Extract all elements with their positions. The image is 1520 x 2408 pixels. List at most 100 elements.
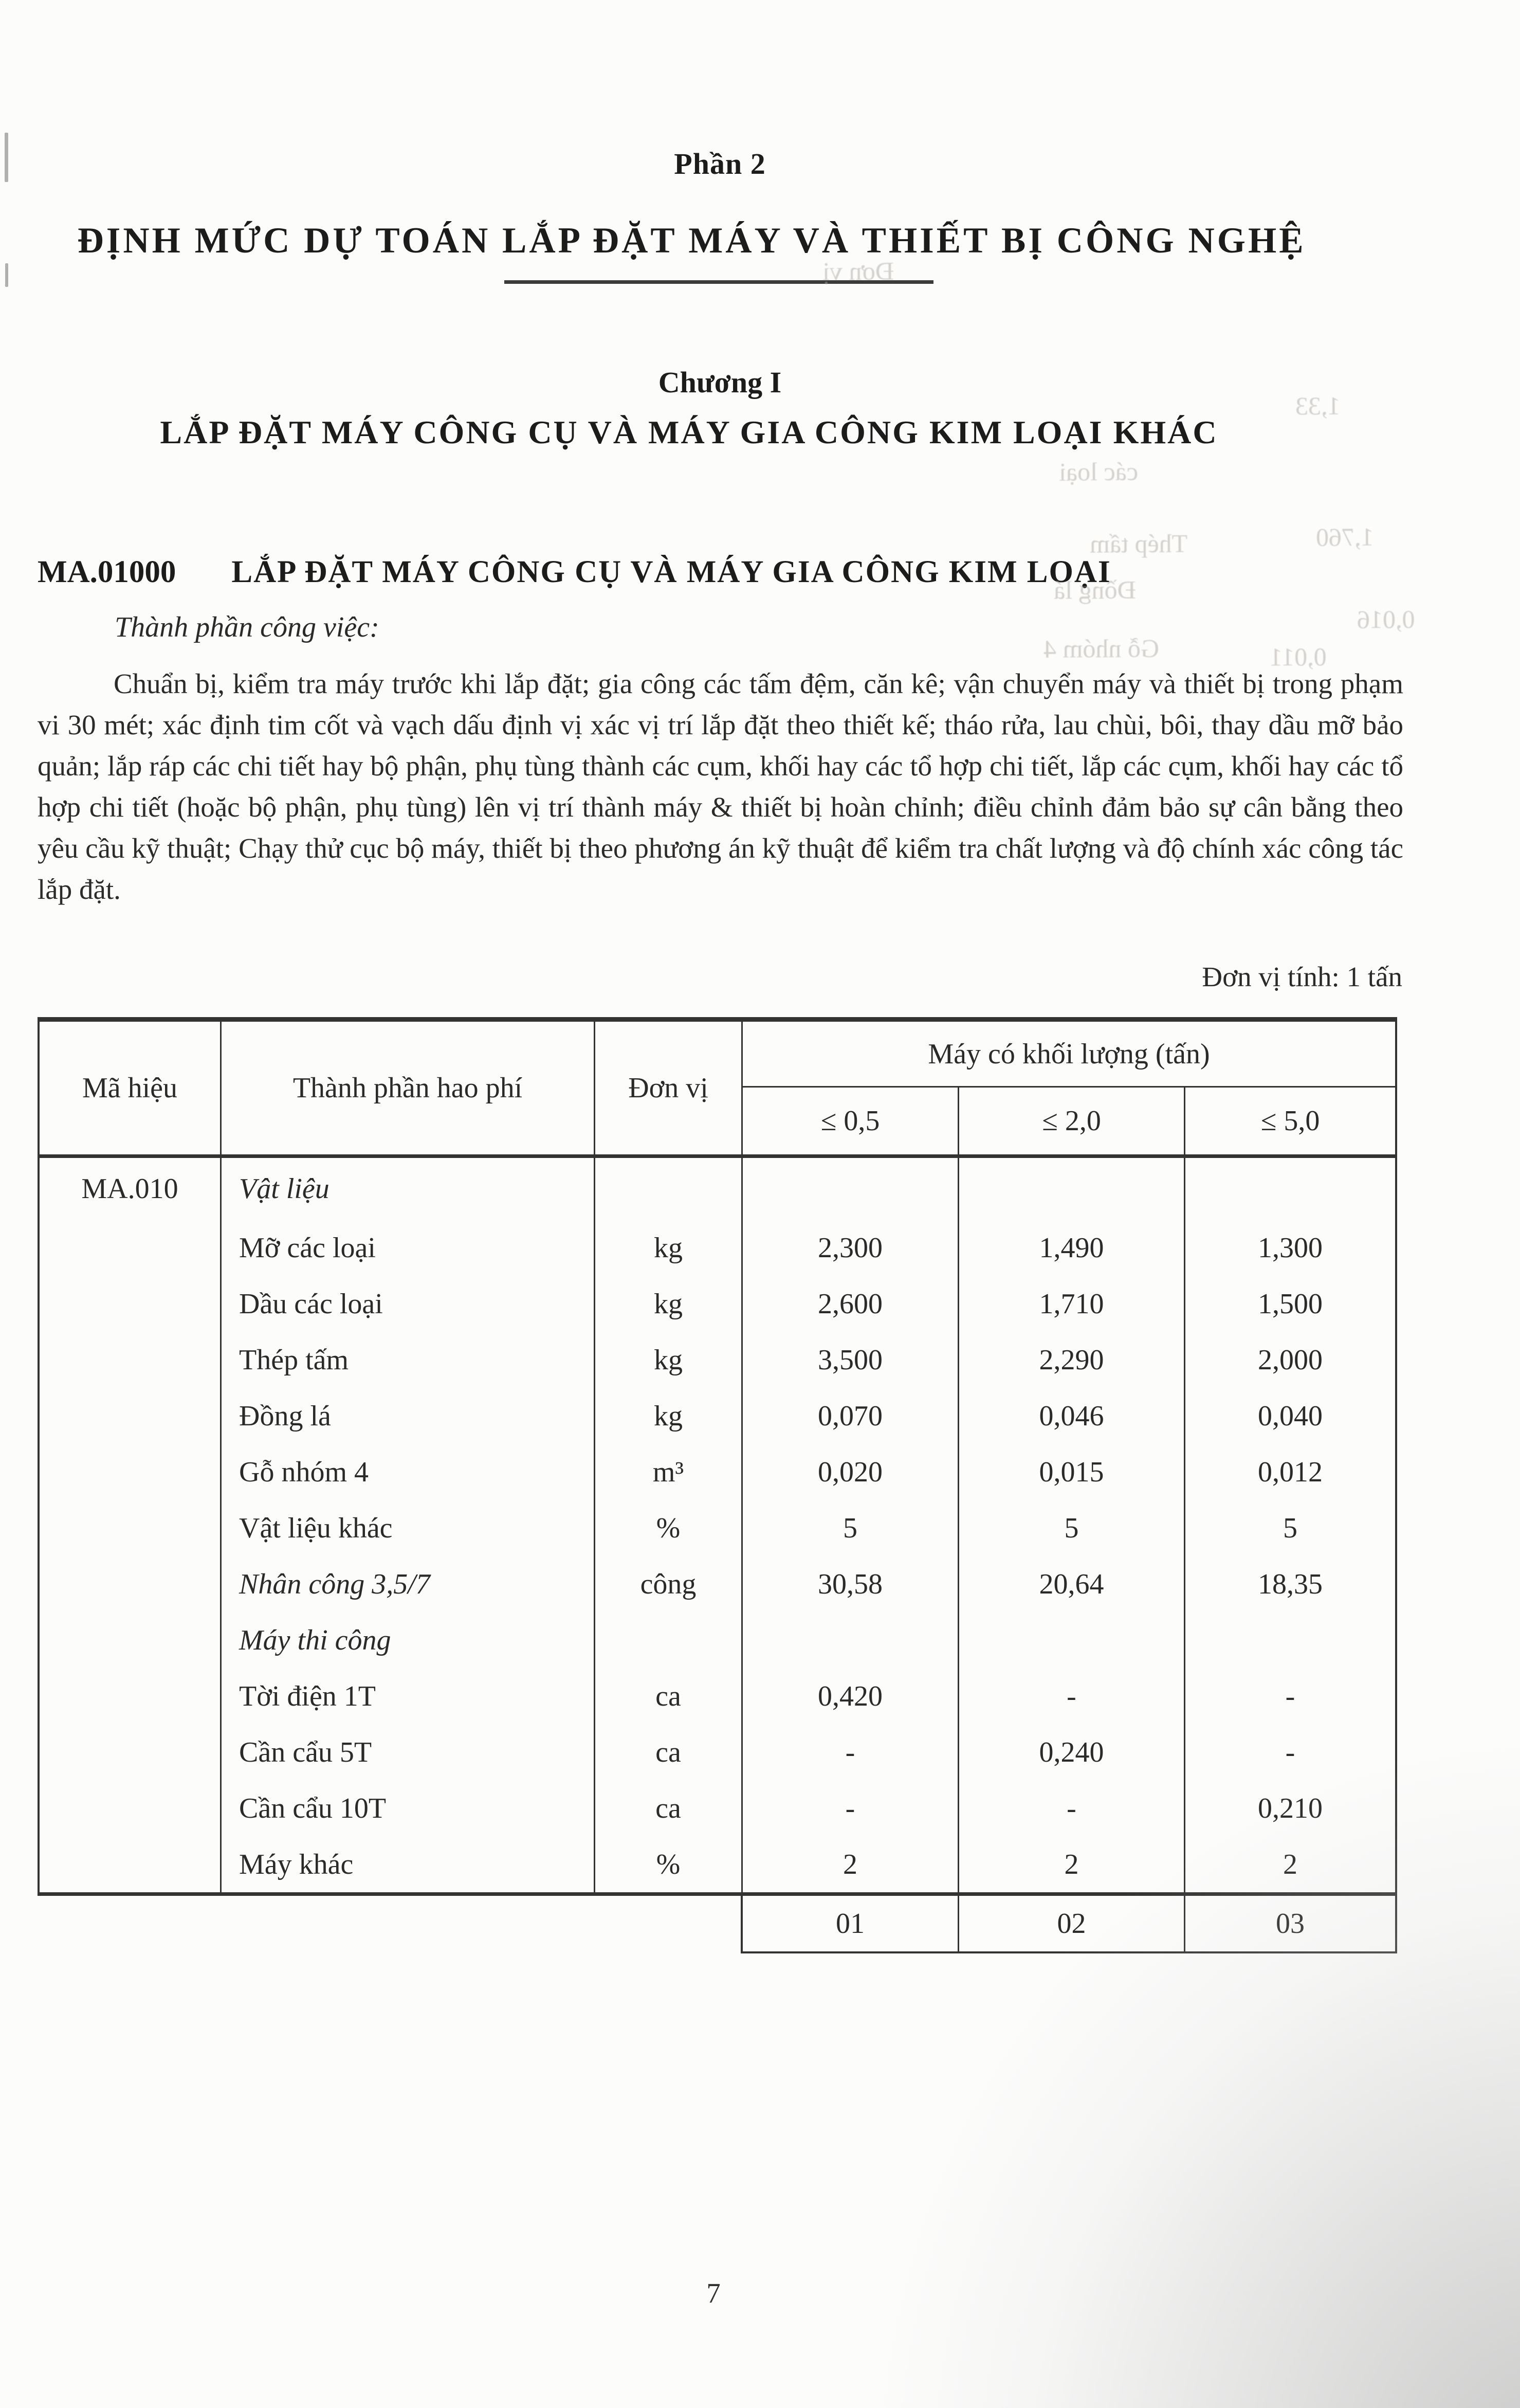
row-value-2-0: 20,64 xyxy=(959,1556,1185,1612)
row-label: Vật liệu xyxy=(222,1158,595,1220)
part-label: Phần 2 xyxy=(674,147,766,180)
row-value-0-5: - xyxy=(743,1724,959,1780)
row-label: Máy khác xyxy=(222,1836,595,1892)
row-unit: kg xyxy=(595,1388,743,1444)
row-value-0-5: 3,500 xyxy=(743,1332,959,1388)
row-unit: ca xyxy=(595,1668,743,1724)
row-value-5-0: - xyxy=(1285,1736,1295,1768)
row-value-5-0 xyxy=(1185,1158,1395,1220)
unit-note: Đơn vị tính: 1 tấn xyxy=(1202,961,1402,992)
row-unit: m³ xyxy=(595,1444,743,1500)
header-col-0-5: ≤ 0,5 xyxy=(743,1088,959,1154)
row-value-0-5: 0,070 xyxy=(743,1388,959,1444)
row-code xyxy=(40,1388,222,1444)
row-value-2-0: 1,490 xyxy=(959,1220,1185,1276)
row-code: MA.010 xyxy=(40,1158,222,1220)
work-scope-label: Thành phần công việc: xyxy=(115,611,379,643)
row-code xyxy=(40,1220,222,1276)
row-value-2-0: 0,015 xyxy=(959,1444,1185,1500)
table-header: Mã hiệu Thành phần hao phí Đơn vị Máy có… xyxy=(40,1022,1395,1158)
scan-edge-mark xyxy=(5,133,8,182)
row-value-2-0: 5 xyxy=(959,1500,1185,1556)
row-value-0-5: 0,020 xyxy=(743,1444,959,1500)
row-value-0-5: 30,58 xyxy=(743,1556,959,1612)
row-value-0-5: 2,600 xyxy=(743,1276,959,1332)
row-value-2-0: 2,290 xyxy=(959,1332,1185,1388)
footer-code-03: 03 xyxy=(1276,1908,1305,1940)
row-unit: % xyxy=(595,1836,743,1892)
row-label: Thép tấm xyxy=(222,1332,595,1388)
row-label: Nhân công 3,5/7 xyxy=(222,1556,595,1612)
row-value-0-5: 5 xyxy=(743,1500,959,1556)
page-content: Phần 2 ĐỊNH MỨC DỰ TOÁN LẮP ĐẶT MÁY VÀ T… xyxy=(38,0,1403,2408)
row-value-5-0: 0,012 xyxy=(1258,1456,1323,1488)
section-heading: MA.01000 LẮP ĐẶT MÁY CÔNG CỤ VÀ MÁY GIA … xyxy=(38,554,1111,590)
row-value-5-0 xyxy=(1185,1612,1395,1668)
row-label: Cần cẩu 10T xyxy=(222,1780,595,1836)
row-value-5-0: 0,040 xyxy=(1258,1400,1323,1432)
row-code xyxy=(40,1780,222,1836)
row-code xyxy=(40,1276,222,1332)
row-label: Cần cẩu 5T xyxy=(222,1724,595,1780)
row-code xyxy=(40,1556,222,1612)
row-value-5-0: 2,000 xyxy=(1258,1344,1323,1376)
row-label: Dầu các loại xyxy=(222,1276,595,1332)
row-value-5-0: 2 xyxy=(1283,1848,1297,1880)
row-value-2-0 xyxy=(959,1158,1185,1220)
row-code xyxy=(40,1444,222,1500)
scan-edge-mark xyxy=(5,263,8,287)
title-underline-rule xyxy=(504,280,933,284)
chapter-title: LẮP ĐẶT MÁY CÔNG CỤ VÀ MÁY GIA CÔNG KIM … xyxy=(160,414,1218,450)
row-code xyxy=(40,1836,222,1892)
header-unit: Đơn vị xyxy=(595,1022,743,1154)
work-scope-paragraph: Chuẩn bị, kiểm tra máy trước khi lắp đặt… xyxy=(38,668,1403,905)
header-component: Thành phần hao phí xyxy=(222,1022,595,1154)
header-code: Mã hiệu xyxy=(40,1022,222,1154)
row-value-2-0: - xyxy=(959,1668,1185,1724)
row-value-5-0: 0,210 xyxy=(1258,1792,1323,1824)
row-code xyxy=(40,1668,222,1724)
row-value-5-0: 1,300 xyxy=(1258,1232,1323,1264)
row-label: Tời điện 1T xyxy=(222,1668,595,1724)
row-value-0-5 xyxy=(743,1158,959,1220)
row-unit: kg xyxy=(595,1332,743,1388)
row-value-5-0: - xyxy=(1285,1680,1295,1712)
footer-code-02: 02 xyxy=(959,1896,1185,1951)
table-footer-codes: 01 02 03 xyxy=(741,1896,1397,1953)
row-label: Gỗ nhóm 4 xyxy=(222,1444,595,1500)
row-value-2-0: - xyxy=(959,1780,1185,1836)
row-label: Mỡ các loại xyxy=(222,1220,595,1276)
row-value-0-5: - xyxy=(743,1780,959,1836)
row-code xyxy=(40,1724,222,1780)
row-value-0-5: 2 xyxy=(743,1836,959,1892)
row-unit xyxy=(595,1158,743,1220)
page-number: 7 xyxy=(706,2277,721,2309)
row-unit: ca xyxy=(595,1724,743,1780)
row-value-5-0: 18,35 xyxy=(1258,1568,1323,1600)
row-value-2-0: 0,240 xyxy=(959,1724,1185,1780)
row-value-5-0: 1,500 xyxy=(1258,1288,1323,1320)
table-body: MA.010 Vật liệu Mỡ các loại kg 2,300 1,490 1,3… xyxy=(40,1158,1395,1892)
row-value-2-0: 0,046 xyxy=(959,1388,1185,1444)
header-weight-group: Máy có khối lượng (tấn) xyxy=(743,1022,1395,1088)
row-value-2-0 xyxy=(959,1612,1185,1668)
row-unit: % xyxy=(595,1500,743,1556)
chapter-label: Chương I xyxy=(658,366,782,399)
row-value-2-0: 1,710 xyxy=(959,1276,1185,1332)
header-col-5-0: ≤ 5,0 xyxy=(1260,1105,1320,1137)
row-unit: kg xyxy=(595,1276,743,1332)
row-value-0-5: 0,420 xyxy=(743,1668,959,1724)
row-value-2-0: 2 xyxy=(959,1836,1185,1892)
footer-code-01: 01 xyxy=(743,1896,959,1951)
row-unit: công xyxy=(595,1556,743,1612)
row-label: Vật liệu khác xyxy=(222,1500,595,1556)
row-value-0-5 xyxy=(743,1612,959,1668)
row-unit xyxy=(595,1612,743,1668)
row-value-0-5: 2,300 xyxy=(743,1220,959,1276)
row-unit: ca xyxy=(595,1780,743,1836)
section-title: LẮP ĐẶT MÁY CÔNG CỤ VÀ MÁY GIA CÔNG KIM … xyxy=(231,555,1111,589)
norms-table: Mã hiệu Thành phần hao phí Đơn vị Máy có… xyxy=(38,1017,1397,1953)
norms-table-main: Mã hiệu Thành phần hao phí Đơn vị Máy có… xyxy=(38,1017,1397,1896)
row-unit: kg xyxy=(595,1220,743,1276)
